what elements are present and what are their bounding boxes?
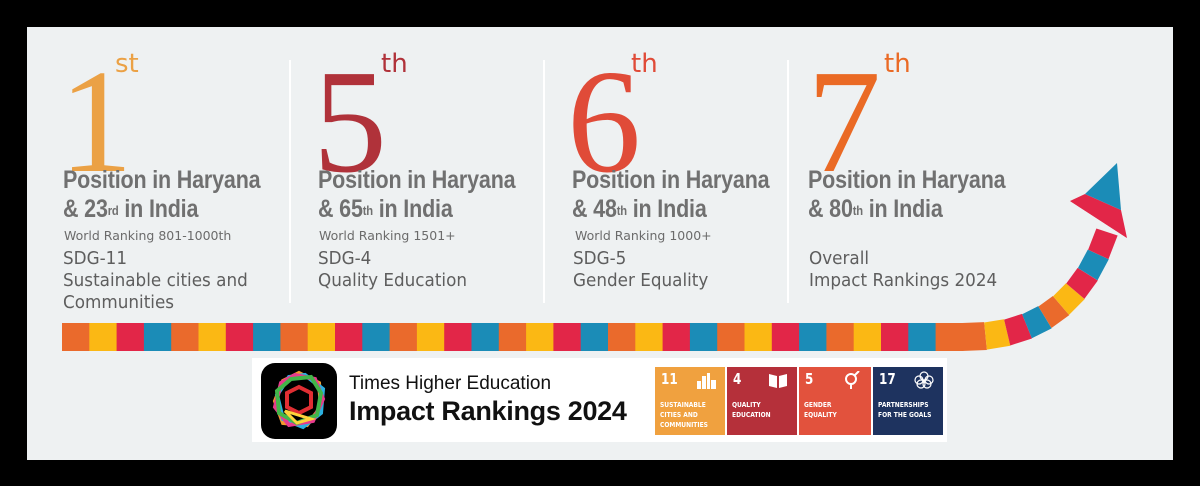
growth-arrow-band: [62, 163, 1127, 351]
sdg-tile-4: 4 QUALITY EDUCATION: [727, 367, 797, 435]
publisher-name: Times Higher Education: [349, 373, 552, 394]
rankings-title: Impact Rankings 2024: [349, 396, 627, 426]
rank-suffix: th: [631, 49, 658, 79]
infographic-panel: 1 st Position in Haryana & 23rd in India…: [27, 27, 1173, 460]
rank-suffix: th: [381, 49, 408, 79]
sdg-tile-5: 5 GENDER EQUALITY: [799, 367, 871, 435]
open-book-icon: [769, 374, 787, 388]
headline: Position in Haryana & 65th in India: [318, 166, 516, 223]
sdg-description: SDG-11 Sustainable cities and Communitie…: [63, 249, 248, 313]
rank-number: 1: [59, 40, 133, 204]
sdg-tile-17: 17 PARTNERSHIPS FOR THE GOALS: [873, 367, 943, 435]
flower-rings-icon: [914, 371, 934, 389]
headline-line1: Position in Haryana: [63, 166, 261, 194]
city-buildings-icon: [697, 373, 716, 389]
the-impact-rankings-logo-strip: Times Higher Education Impact Rankings 2…: [252, 358, 947, 442]
world-ranking: World Ranking 801-1000th: [64, 228, 232, 243]
sdg-tile-11: 11 SUSTAINABLE CITIES AND COMMUNITIES: [655, 367, 725, 435]
headline-line2: & 23rd in India: [63, 195, 199, 223]
sdg-description: SDG-5 Gender Equality: [573, 249, 709, 291]
the-hexagon-logo-icon: [261, 363, 337, 439]
column-divider: [787, 60, 789, 303]
rank-suffix: th: [884, 49, 911, 79]
world-ranking: World Ranking 1501+: [319, 228, 456, 243]
column-divider: [289, 60, 291, 303]
rank-number: 7: [807, 40, 881, 204]
headline: Position in Haryana & 80th in India: [808, 166, 1006, 223]
rank-suffix: st: [115, 49, 139, 79]
rank-number: 6: [567, 40, 641, 204]
gender-symbol-icon: [845, 371, 860, 389]
rank-number: 5: [313, 40, 387, 204]
sdg-description: Overall Impact Rankings 2024: [809, 249, 998, 291]
sdg-description: SDG-4 Quality Education: [318, 249, 468, 291]
column-divider: [543, 60, 545, 303]
headline: Position in Haryana & 48th in India: [572, 166, 770, 223]
world-ranking: World Ranking 1000+: [575, 228, 712, 243]
headline: Position in Haryana & 23rd in India: [63, 166, 261, 224]
